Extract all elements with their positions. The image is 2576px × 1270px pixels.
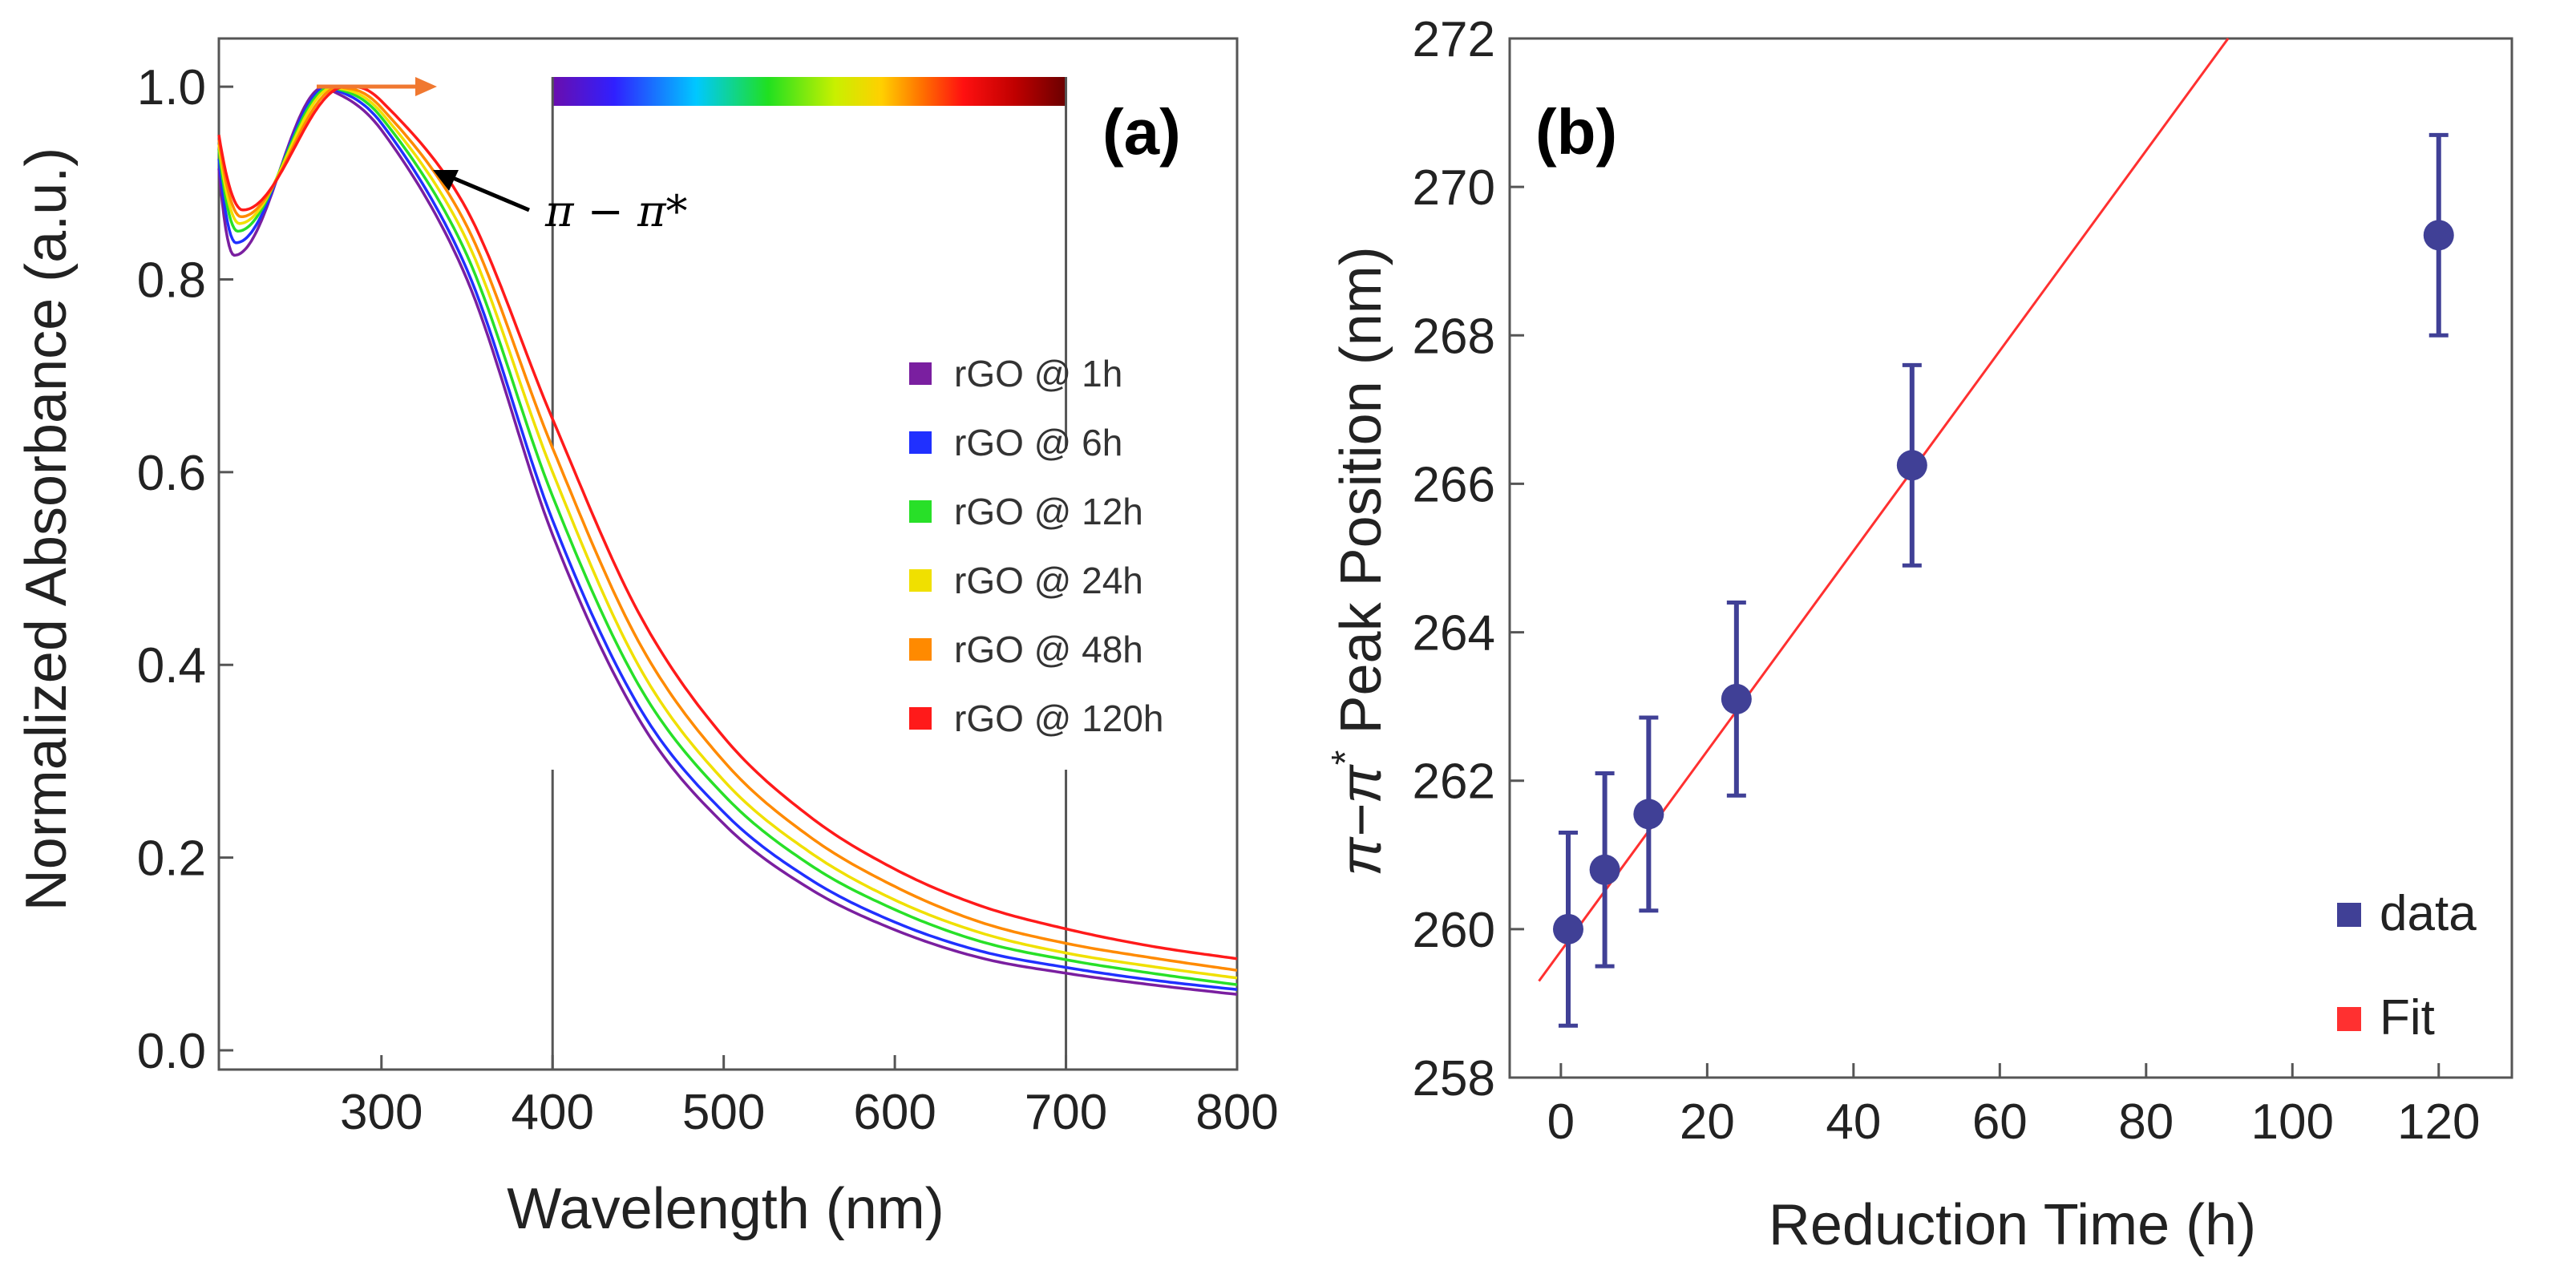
legend-swatch bbox=[2337, 903, 2361, 927]
panel-label-a: (a) bbox=[1102, 96, 1181, 168]
data-marker bbox=[1721, 683, 1752, 714]
panel-a: 300 400 500 600 700 800 0.0 0.2 0.4 0.6 0.8 1.0 Wav… bbox=[14, 37, 1279, 1241]
y-tick-label-b: 272 bbox=[1413, 12, 1495, 67]
y-tick-label-a: 0.8 bbox=[137, 253, 206, 308]
y-tick-label-b: 270 bbox=[1413, 160, 1495, 216]
x-tick-label-a: 400 bbox=[511, 1085, 593, 1140]
y-tick-label-b: 266 bbox=[1413, 457, 1495, 512]
y-tick-label-b: 264 bbox=[1413, 606, 1495, 661]
pi-pi-annotation: π − π* bbox=[544, 186, 688, 237]
legend-swatch bbox=[909, 362, 932, 385]
legend-b: data Fit bbox=[2337, 886, 2477, 1046]
y-axis-label-b: π−π* Peak Position (nm) bbox=[1324, 246, 1393, 876]
y-tick-label-a: 0.0 bbox=[137, 1024, 206, 1079]
data-marker bbox=[1896, 450, 1927, 481]
x-tick-label-b: 20 bbox=[1680, 1094, 1735, 1150]
legend-item: data bbox=[2337, 886, 2477, 941]
legend-item: rGO @ 48h bbox=[909, 629, 1143, 670]
y-tick-label-b: 258 bbox=[1413, 1051, 1495, 1106]
data-marker bbox=[1552, 913, 1583, 944]
redshift-arrow bbox=[317, 77, 437, 96]
y-tick-label-b: 260 bbox=[1413, 903, 1495, 958]
y-tick-label-b: 262 bbox=[1413, 754, 1495, 810]
x-tick-label-b: 120 bbox=[2397, 1094, 2480, 1150]
legend-label: rGO @ 6h bbox=[954, 422, 1122, 463]
legend-a: rGO @ 1h rGO @ 6h rGO @ 12h rGO @ 24h rGO @ … bbox=[909, 353, 1163, 739]
x-tick-label-a: 800 bbox=[1195, 1085, 1278, 1140]
x-tick-label-a: 700 bbox=[1025, 1085, 1107, 1140]
panel-b: 0 20 40 60 80 100 120258260262264266268270272 … bbox=[1324, 12, 2513, 1257]
data-marker bbox=[2423, 220, 2454, 251]
data-point bbox=[1896, 362, 1927, 568]
spectrum-color-bar bbox=[552, 77, 1066, 106]
legend-item: Fit bbox=[2337, 990, 2435, 1046]
visible-spectrum-bar bbox=[552, 77, 1066, 106]
y-tick-label-a: 0.6 bbox=[137, 446, 206, 501]
axis-ticks-b: 0 20 40 60 80 100 120 258 260 262 264 266 268 270 272 bbox=[1413, 12, 2481, 1150]
x-axis-label-b: Reduction Time (h) bbox=[1769, 1193, 2256, 1257]
legend-swatch bbox=[909, 707, 932, 730]
axis-ticks-a: 300 400 500 600 700 800 0.0 0.2 0.4 0.6 0.8 1.0 bbox=[137, 60, 1279, 1140]
legend-item: rGO @ 1h bbox=[909, 353, 1122, 394]
curve-rgo-48h bbox=[217, 85, 1238, 972]
curve-rgo-6h bbox=[217, 85, 1238, 991]
legend-item: rGO @ 6h bbox=[909, 422, 1122, 463]
panel-label-b: (b) bbox=[1535, 96, 1617, 168]
data-point bbox=[2423, 132, 2454, 338]
x-tick-label-a: 500 bbox=[682, 1085, 765, 1140]
x-tick-label-a: 600 bbox=[853, 1085, 936, 1140]
legend-item: rGO @ 120h bbox=[909, 698, 1163, 739]
legend-item: rGO @ 12h bbox=[909, 491, 1143, 532]
legend-swatch bbox=[909, 500, 932, 523]
data-point bbox=[1589, 770, 1620, 969]
legend-label: rGO @ 12h bbox=[954, 491, 1143, 532]
fit-line bbox=[1538, 38, 2230, 982]
legend-swatch bbox=[909, 569, 932, 592]
plot-frame-b bbox=[1508, 37, 2513, 1079]
data-point bbox=[1633, 715, 1664, 913]
legend-swatch bbox=[909, 638, 932, 661]
legend-label: rGO @ 48h bbox=[954, 629, 1143, 670]
data-marker bbox=[1633, 799, 1664, 830]
x-tick-label-b: 80 bbox=[2118, 1094, 2174, 1150]
x-tick-label-b: 100 bbox=[2251, 1094, 2334, 1150]
x-tick-label-b: 40 bbox=[1826, 1094, 1881, 1150]
plot-frame-a bbox=[217, 37, 1239, 1071]
fit-line-path bbox=[1538, 38, 2230, 982]
data-point bbox=[1721, 601, 1752, 798]
legend-label: Fit bbox=[2380, 990, 2435, 1046]
pi-pi-annotation-arrow bbox=[433, 170, 530, 212]
legend-swatch bbox=[2337, 1007, 2361, 1031]
legend-swatch bbox=[909, 431, 932, 454]
curve-rgo-120h bbox=[217, 85, 1238, 961]
legend-item: rGO @ 24h bbox=[909, 560, 1143, 601]
legend-label: rGO @ 24h bbox=[954, 560, 1143, 601]
legend-label: rGO @ 1h bbox=[954, 353, 1122, 394]
x-axis-label-a: Wavelength (nm) bbox=[507, 1177, 944, 1241]
curve-rgo-12h bbox=[217, 85, 1238, 986]
wavelength-range-lines bbox=[551, 77, 1068, 1070]
curve-rgo-1h bbox=[217, 85, 1238, 997]
legend-label: data bbox=[2380, 886, 2477, 941]
x-tick-label-b: 0 bbox=[1547, 1094, 1575, 1150]
x-tick-label-b: 60 bbox=[1972, 1094, 2028, 1150]
y-tick-label-b: 268 bbox=[1413, 309, 1495, 364]
curve-rgo-24h bbox=[217, 85, 1238, 980]
y-tick-label-a: 1.0 bbox=[137, 60, 206, 115]
y-tick-label-a: 0.4 bbox=[137, 638, 206, 694]
legend-label: rGO @ 120h bbox=[954, 698, 1163, 739]
data-points bbox=[1552, 132, 2454, 1028]
y-tick-label-a: 0.2 bbox=[137, 831, 206, 887]
absorbance-curves bbox=[217, 85, 1238, 997]
y-axis-label-a: Normalized Absorbance (a.u.) bbox=[14, 148, 79, 911]
data-marker bbox=[1589, 854, 1620, 885]
data-point bbox=[1552, 831, 1583, 1028]
x-tick-label-a: 300 bbox=[340, 1085, 423, 1140]
